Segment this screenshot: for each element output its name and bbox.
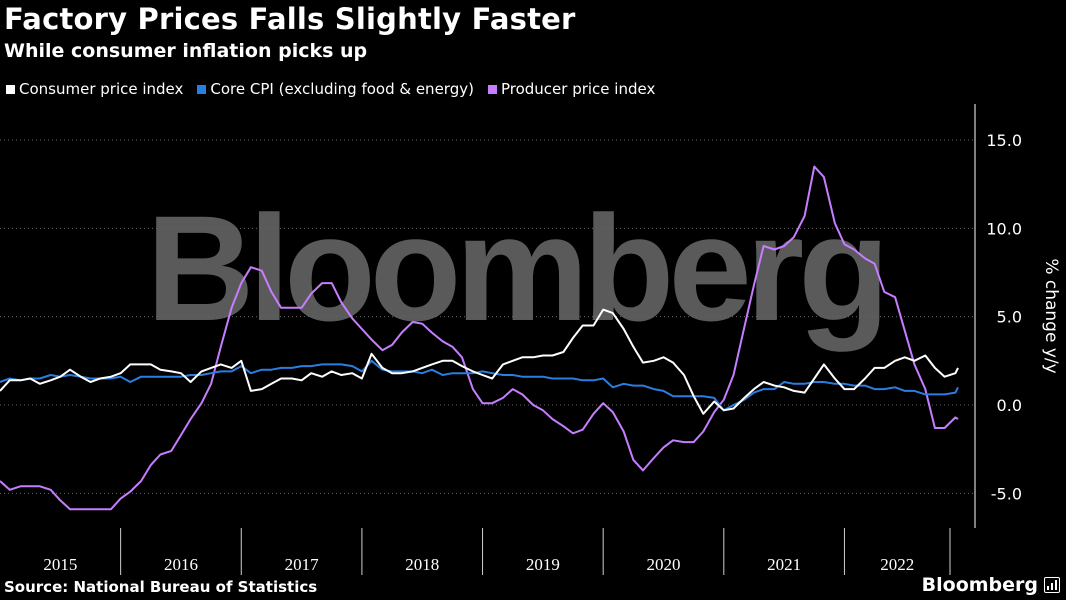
chart-subtitle: While consumer inflation picks up (4, 40, 368, 62)
series-line-core-cpi (0, 359, 959, 412)
x-tick-label: 2016 (164, 555, 198, 574)
y-tick-label: 5.0 (997, 308, 1022, 327)
y-axis-label: % change y/y (1041, 258, 1061, 373)
bar-chart-icon (1044, 577, 1060, 593)
legend-item-ppi: Producer price index (487, 80, 656, 98)
legend-label-ppi: Producer price index (500, 80, 656, 98)
legend-swatch-core-cpi (197, 84, 207, 94)
legend-swatch-cpi (6, 84, 15, 94)
series-line-ppi (0, 165, 959, 511)
x-tick-label: 2019 (526, 555, 560, 574)
legend-label-cpi: Consumer price index (19, 80, 184, 98)
x-tick-label: 2021 (767, 555, 801, 574)
y-tick-label: -5.0 (991, 484, 1022, 503)
brand-name: Bloomberg (921, 574, 1038, 596)
brand-logo: Bloomberg (922, 574, 1060, 596)
watermark-text: Bloomberg (146, 184, 884, 352)
y-tick-label: 10.0 (986, 219, 1022, 238)
legend-item-cpi: Consumer price index (6, 80, 183, 98)
source-note: Source: National Bureau of Statistics (4, 578, 318, 596)
legend-item-core-cpi: Core CPI (excluding food & energy) (197, 80, 474, 98)
x-tick-label: 2022 (880, 555, 914, 574)
legend-label-core-cpi: Core CPI (excluding food & energy) (210, 80, 474, 98)
x-tick-label: 2017 (285, 555, 320, 574)
y-tick-label: 15.0 (986, 131, 1022, 150)
legend-swatch-ppi (487, 84, 497, 94)
legend: Consumer price index Core CPI (excluding… (6, 80, 655, 98)
x-tick-label: 2020 (646, 555, 680, 574)
chart-title: Factory Prices Falls Slightly Faster (4, 2, 576, 36)
y-tick-label: 0.0 (997, 396, 1022, 415)
x-tick-label: 2015 (43, 555, 77, 574)
x-tick-label: 2018 (405, 555, 439, 574)
series-line-cpi (0, 308, 959, 415)
